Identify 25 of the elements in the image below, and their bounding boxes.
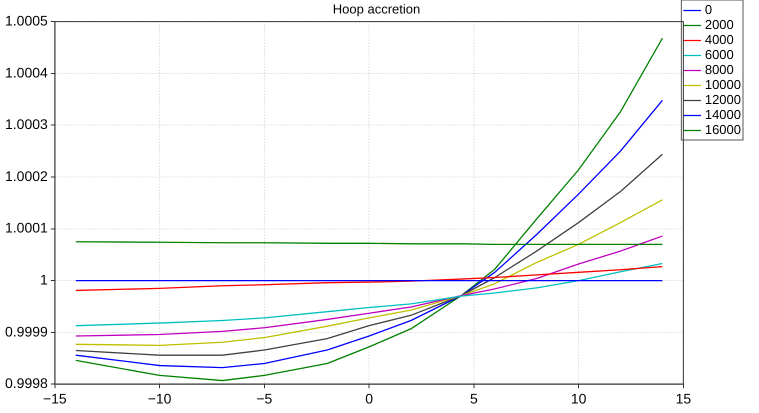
legend-label: 8000: [704, 62, 734, 78]
x-tick-label: −15: [42, 390, 67, 406]
x-tick-label: 0: [365, 390, 374, 406]
y-tick-label: 1: [40, 271, 48, 288]
y-tick-label: 0.9998: [4, 375, 48, 392]
y-tick-label: 0.9999: [4, 323, 48, 340]
x-tick-label: 10: [570, 390, 587, 406]
legend-label: 14000: [704, 107, 742, 122]
legend-label: 12000: [704, 92, 742, 108]
legend-label: 6000: [704, 47, 734, 62]
legend-label: 10000: [704, 77, 742, 92]
legend-label: 4000: [704, 32, 734, 48]
x-tick-label: 15: [676, 390, 692, 406]
y-tick-label: 1.0004: [4, 64, 48, 80]
y-tick-label: 1.0003: [4, 116, 48, 132]
y-tick-label: 1.0002: [4, 168, 48, 184]
x-tick-label: 5: [470, 390, 478, 406]
legend-label: 0: [704, 2, 712, 18]
x-tick-label: −10: [148, 390, 172, 406]
y-tick-label: 1.0005: [4, 12, 48, 28]
y-tick-label: 1.0001: [4, 220, 48, 236]
legend-label: 16000: [704, 122, 742, 138]
x-tick-label: −5: [256, 390, 273, 406]
legend-label: 2000: [704, 17, 734, 32]
chart-title: Hoop accretion: [332, 1, 420, 16]
